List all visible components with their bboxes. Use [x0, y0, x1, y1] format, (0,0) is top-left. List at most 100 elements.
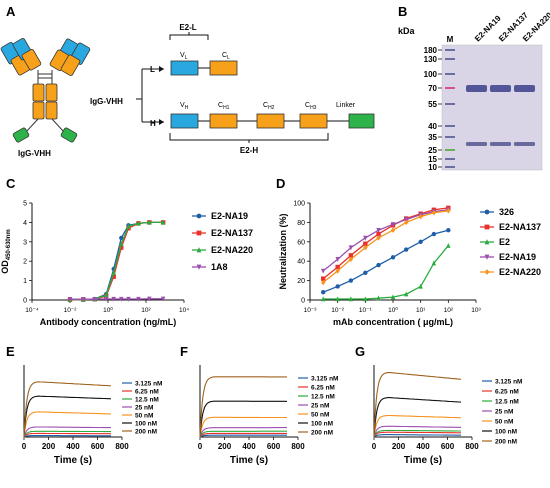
- panel-label-d: D: [276, 176, 285, 191]
- sensorgram-3-125-nm: [373, 434, 461, 438]
- marker-band: [445, 87, 455, 89]
- data-point: [363, 296, 368, 302]
- legend-item: 100 nM: [122, 421, 157, 428]
- legend-item: 50 nM: [122, 413, 153, 420]
- sensorgram-100-nm: [373, 397, 462, 438]
- x-tick-label: 800: [115, 442, 129, 451]
- marker-label: 55: [428, 100, 437, 109]
- marker-band: [445, 149, 455, 151]
- marker-band: [445, 125, 455, 127]
- x-axis-label: Time (s): [230, 455, 268, 466]
- marker-label: 35: [428, 133, 437, 142]
- construct-label: IgG-VHH: [90, 97, 123, 106]
- sensorgram-3-125-nm: [23, 435, 111, 438]
- data-point: [136, 220, 141, 226]
- data-point: [348, 256, 354, 262]
- data-point: [160, 219, 166, 225]
- data-point: [335, 284, 340, 289]
- y-tick-label: 5: [23, 201, 27, 208]
- data-point: [446, 227, 451, 233]
- data-point: [335, 264, 340, 270]
- legend-item: 326: [480, 207, 514, 217]
- vhh-domain-left: [12, 127, 30, 143]
- ch2-domain-left: [32, 83, 45, 102]
- marker-band: [445, 49, 455, 51]
- sensorgram-100-nm: [199, 400, 288, 438]
- data-point: [418, 283, 423, 289]
- sensorgram-3-125-nm: [199, 434, 287, 438]
- data-point: [376, 227, 381, 233]
- y-tick-label: 60: [297, 239, 305, 246]
- sensorgram-50-nm: [199, 416, 288, 438]
- y-tick-label: 20: [297, 278, 305, 285]
- legend-label: 100 nM: [311, 421, 333, 428]
- x-tick-label: 10²: [444, 307, 454, 314]
- data-point: [390, 255, 396, 260]
- sensorgram-6-25-nm: [199, 432, 287, 438]
- marker-label: 15: [428, 155, 437, 164]
- data-point: [376, 231, 381, 237]
- ch1-label: CH1: [218, 102, 230, 111]
- y-tick-label: 2: [23, 259, 27, 266]
- heavy-chain-band: [466, 85, 487, 92]
- legend-label: 12.5 nM: [495, 399, 519, 406]
- sensorgram-12-5-nm: [199, 430, 287, 438]
- y-axis-label: Neutralization (%): [278, 213, 288, 289]
- data-point: [321, 268, 326, 274]
- series-e2-na220: [321, 208, 451, 286]
- marker-lane-label: M: [447, 35, 454, 44]
- data-point: [484, 209, 490, 215]
- legend-label: 6.25 nM: [135, 389, 159, 396]
- sensorgram-200-nm: [199, 376, 287, 438]
- x-tick-label: 0: [372, 442, 377, 451]
- vhh-segment: [348, 113, 375, 129]
- heavy-chain-band: [514, 85, 535, 92]
- sensorgram-6-25-nm: [23, 432, 112, 438]
- legend-item: 100 nM: [482, 429, 517, 436]
- legend-label: E2-NA19: [211, 211, 248, 221]
- panel-g: G 0 200 400 600 800 Time (s) 3.125 nM 6.25 nM 12…: [355, 344, 522, 466]
- data-point: [119, 245, 124, 250]
- plot-f: 0 200 400 600 800 Time (s) 3.125 nM 6.25 nM 12.5…: [198, 365, 338, 466]
- data-point: [136, 296, 141, 302]
- series-e2: [321, 242, 451, 302]
- data-point: [111, 274, 116, 279]
- ch3-label: CH3: [305, 102, 317, 111]
- legend-item: E2-NA137: [192, 228, 253, 238]
- legend-item: 100 nM: [298, 421, 333, 428]
- legend-label: 100 nM: [495, 429, 517, 436]
- legend-label: 1A8: [211, 262, 228, 272]
- legend-label: 50 nM: [311, 412, 329, 419]
- data-point: [196, 213, 202, 219]
- data-point: [126, 296, 131, 302]
- ch3-domain-right: [45, 101, 58, 120]
- x-axis-label: Time (s): [54, 455, 92, 466]
- ch3-domain-left: [32, 101, 45, 120]
- data-point: [418, 213, 423, 220]
- data-point: [321, 290, 326, 295]
- sensorgram-200-nm: [373, 371, 462, 438]
- gel-bands: [445, 49, 535, 168]
- legend-item: 200 nM: [298, 430, 333, 437]
- vh-segment: [170, 113, 199, 129]
- sensorgram-12-5-nm: [373, 429, 461, 438]
- legend-label: 6.25 nM: [311, 385, 335, 392]
- data-point: [390, 294, 396, 300]
- x-tick-label: 10⁰: [103, 306, 113, 314]
- legend-item: E2: [480, 237, 510, 247]
- data-point: [335, 257, 340, 262]
- sensorgram-25-nm: [23, 426, 111, 438]
- marker-label: 25: [428, 146, 437, 155]
- sensorgram-50-nm: [373, 414, 462, 438]
- x-tick-label: 600: [441, 442, 455, 451]
- legend-item: 6.25 nM: [482, 389, 519, 396]
- data-point: [147, 296, 152, 302]
- marker-label: 70: [428, 84, 437, 93]
- y-axis-label: OD450-630nm: [0, 229, 12, 274]
- legend-item: 6.25 nM: [298, 385, 335, 392]
- data-point: [431, 231, 437, 237]
- series-line: [322, 209, 449, 272]
- legend-label: 12.5 nM: [311, 394, 335, 401]
